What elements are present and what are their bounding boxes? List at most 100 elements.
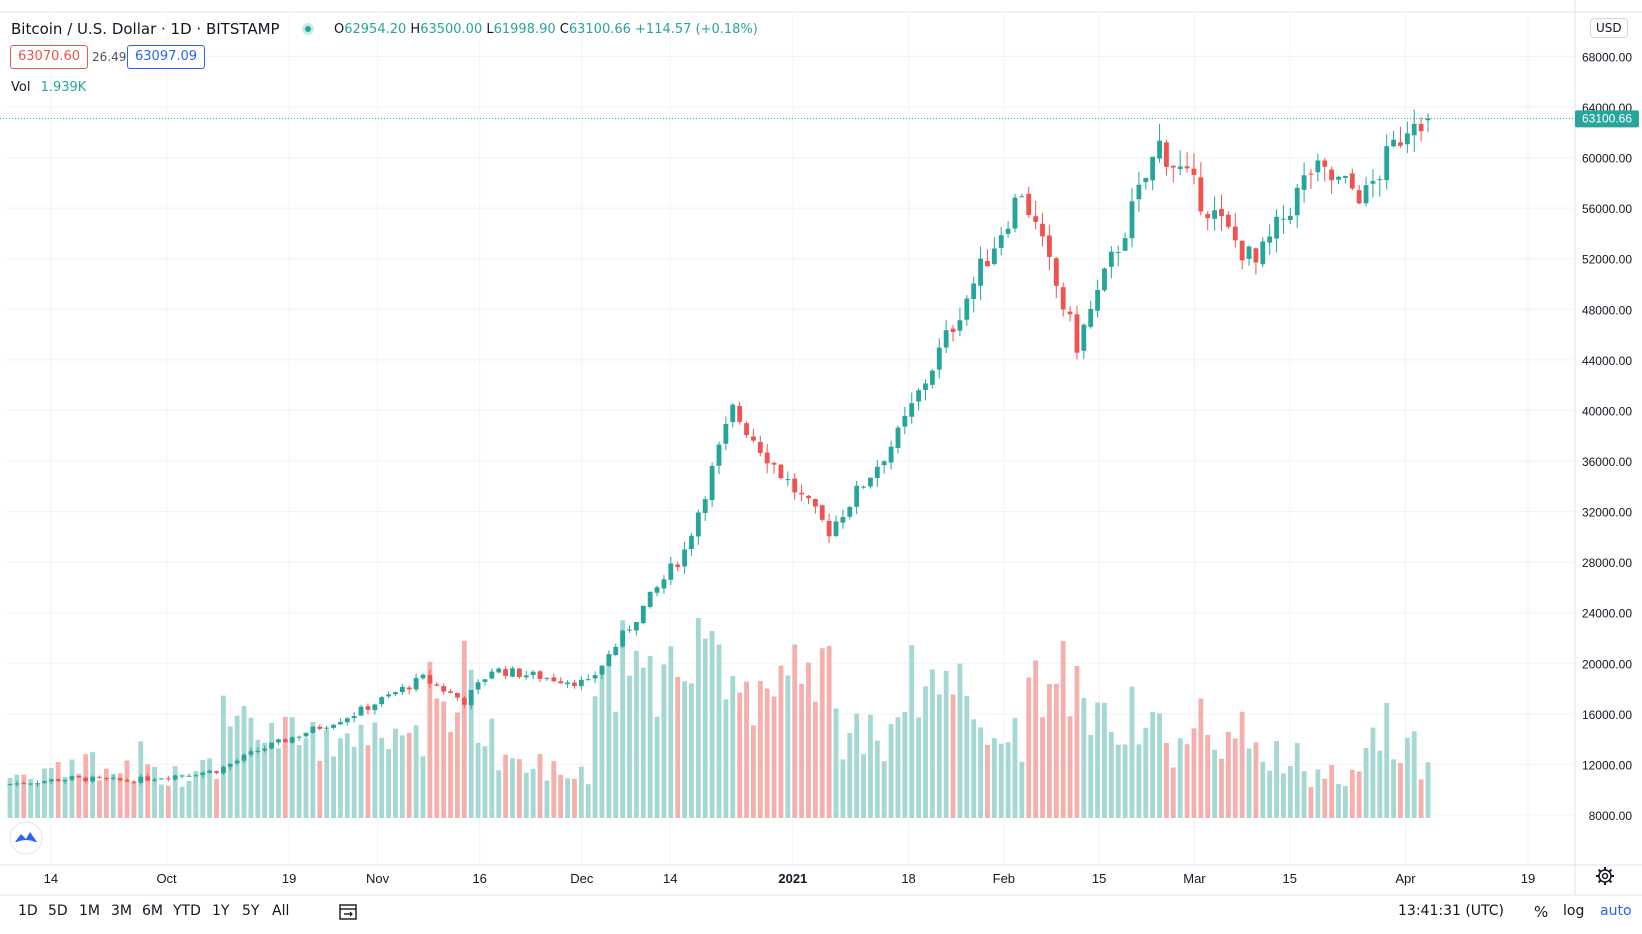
candle-body	[1425, 118, 1431, 121]
volume-bar	[744, 681, 749, 818]
candle-body	[1225, 214, 1231, 227]
auto-toggle[interactable]: auto	[1600, 903, 1632, 919]
candle-body	[186, 775, 192, 777]
candle-body	[351, 716, 357, 719]
volume-bar	[434, 698, 440, 818]
candle-body	[771, 462, 777, 465]
candle-body	[42, 781, 47, 783]
sell-price-button[interactable]: 63070.60	[10, 45, 89, 69]
volume-bar	[1108, 732, 1114, 818]
candle-body	[1342, 175, 1348, 178]
candle-body	[503, 669, 509, 676]
timeframe-all[interactable]: All	[272, 903, 290, 919]
volume-bar	[620, 620, 626, 818]
volume-bar	[303, 738, 309, 818]
volume-bar	[1136, 744, 1142, 818]
candle-body	[1053, 258, 1059, 286]
timeframe-5d[interactable]: 5D	[48, 903, 68, 919]
buy-price-button[interactable]: 63097.09	[127, 45, 206, 69]
volume-bar	[1411, 731, 1417, 818]
timeframe-1y[interactable]: 1Y	[212, 903, 230, 919]
volume-bar	[262, 742, 268, 818]
volume-bar	[296, 745, 302, 818]
volume-bar	[868, 714, 873, 818]
candle-body	[1164, 142, 1169, 167]
volume-bar	[654, 716, 660, 818]
volume-bar	[551, 760, 557, 818]
candle-body	[592, 675, 598, 679]
candle-body	[110, 777, 116, 779]
candle-body	[936, 347, 942, 370]
candle-body	[1177, 166, 1183, 170]
candle-body	[1157, 140, 1162, 159]
candle-body	[48, 779, 54, 782]
candle-body	[1143, 177, 1149, 183]
log-toggle[interactable]: log	[1563, 903, 1585, 919]
candle-body	[620, 630, 626, 647]
logo-icon[interactable]	[9, 821, 43, 855]
candle-body	[868, 477, 873, 487]
volume-bar	[675, 676, 681, 818]
candle-body	[957, 320, 963, 331]
volume-bar	[716, 644, 722, 818]
currency-button[interactable]: USD	[1590, 18, 1628, 38]
volume-bar	[826, 645, 832, 818]
timeframe-ytd[interactable]: YTD	[173, 903, 201, 919]
x-tick-label: 19	[1521, 871, 1535, 886]
timeframe-1d[interactable]: 1D	[18, 903, 38, 919]
volume-bar	[751, 725, 756, 818]
candle-body	[613, 646, 619, 655]
volume-bar	[606, 666, 612, 818]
candle-body	[434, 684, 440, 686]
x-tick-label: 15	[1092, 871, 1106, 886]
candle-body	[1301, 175, 1307, 190]
symbol-title[interactable]: Bitcoin / U.S. Dollar · 1D · BITSTAMP	[11, 20, 280, 38]
candle-body	[916, 390, 922, 402]
timeframe-3m[interactable]: 3M	[111, 903, 132, 919]
volume-bar	[351, 746, 357, 818]
candle-body	[978, 258, 983, 286]
y-tick-label: 12000.00	[1582, 758, 1632, 772]
x-tick-label: 16	[472, 871, 486, 886]
candle-body	[578, 679, 584, 687]
volume-bar	[103, 768, 109, 818]
percent-toggle[interactable]: %	[1534, 903, 1549, 921]
candle-body	[1033, 216, 1039, 222]
timeframe-5y[interactable]: 5Y	[242, 903, 260, 919]
candle-body	[1074, 314, 1080, 353]
candle-body	[792, 478, 798, 493]
candle-body	[998, 235, 1004, 248]
volume-bar	[365, 745, 371, 818]
volume-bar	[420, 756, 426, 818]
candle-body	[7, 784, 13, 786]
y-tick-label: 24000.00	[1582, 607, 1632, 621]
low-label: L	[486, 22, 494, 37]
candle-body	[496, 668, 502, 673]
candle-body	[90, 776, 96, 782]
timeframe-6m[interactable]: 6M	[142, 903, 163, 919]
candle-body	[606, 654, 612, 667]
volume-bar	[1102, 702, 1107, 818]
volume-bar	[200, 759, 206, 818]
gear-icon[interactable]	[1596, 867, 1614, 885]
volume-bar	[909, 645, 915, 818]
volume-bar	[1274, 741, 1279, 818]
candle-body	[1129, 201, 1135, 239]
volume-bar	[695, 618, 701, 818]
volume-bar	[1404, 737, 1410, 818]
candle-body	[1377, 179, 1383, 181]
volume-bar	[1391, 759, 1396, 818]
candle-body	[654, 587, 660, 593]
calendar-range-icon[interactable]	[339, 904, 357, 920]
volume-bar	[1060, 641, 1066, 818]
volume-bar	[489, 718, 495, 818]
candle-body	[1308, 173, 1314, 175]
timeframe-1m[interactable]: 1M	[79, 903, 100, 919]
grid	[0, 0, 1642, 896]
volume-bar	[1336, 784, 1341, 818]
candle-body	[220, 766, 226, 774]
volume-bar	[578, 766, 584, 818]
x-tick-label: 14	[44, 871, 58, 886]
candle-body	[744, 423, 749, 435]
